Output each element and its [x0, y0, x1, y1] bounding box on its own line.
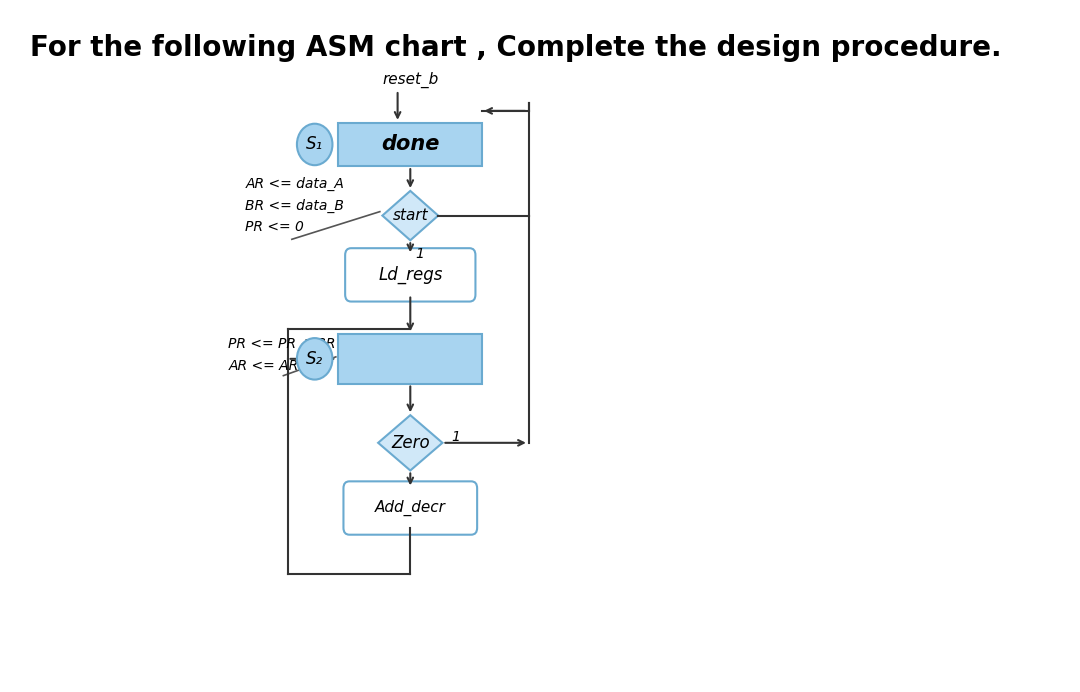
Polygon shape	[378, 415, 443, 471]
FancyBboxPatch shape	[346, 248, 475, 302]
Text: reset_b: reset_b	[382, 72, 438, 88]
Text: S₂: S₂	[306, 350, 323, 368]
Text: AR <= data_A: AR <= data_A	[245, 177, 345, 191]
Text: PR <= 0: PR <= 0	[245, 221, 305, 235]
Text: done: done	[381, 134, 440, 154]
Text: S₁: S₁	[306, 136, 323, 154]
Circle shape	[297, 338, 333, 380]
Text: 1: 1	[416, 247, 424, 261]
Text: For the following ASM chart , Complete the design procedure.: For the following ASM chart , Complete t…	[29, 34, 1001, 62]
Text: 1: 1	[451, 430, 460, 444]
Circle shape	[297, 124, 333, 165]
Text: Ld_regs: Ld_regs	[378, 266, 443, 284]
Polygon shape	[382, 191, 438, 240]
Text: Add_decr: Add_decr	[375, 500, 446, 516]
FancyBboxPatch shape	[338, 334, 482, 383]
Text: Zero: Zero	[391, 434, 430, 452]
Text: start: start	[392, 208, 428, 223]
Text: BR <= data_B: BR <= data_B	[245, 199, 345, 212]
Text: AR <= AR -1: AR <= AR -1	[228, 358, 316, 373]
FancyBboxPatch shape	[343, 482, 477, 535]
FancyBboxPatch shape	[338, 122, 482, 166]
Text: PR <= PR + BR: PR <= PR + BR	[228, 337, 336, 351]
